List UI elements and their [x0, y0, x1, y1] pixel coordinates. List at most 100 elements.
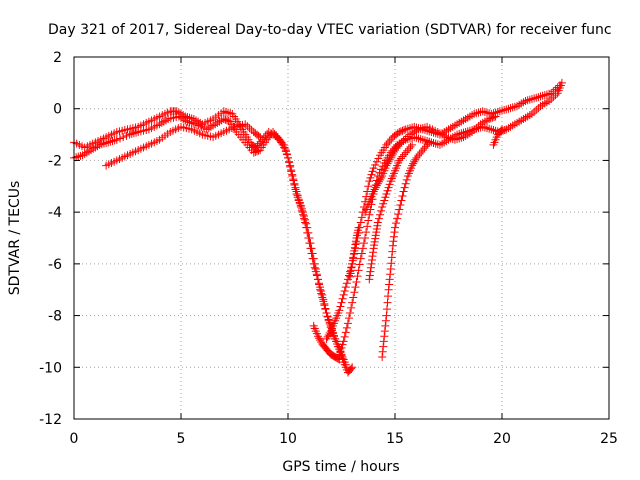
series-track-i: [309, 321, 344, 364]
data-point: [382, 305, 391, 314]
data-point: [455, 118, 464, 127]
data-point: [370, 241, 379, 250]
data-point: [189, 119, 198, 128]
data-point: [367, 255, 376, 264]
data-point: [381, 193, 390, 202]
data-point: [425, 138, 434, 147]
data-point: [418, 146, 427, 155]
data-point: [416, 135, 425, 144]
data-point: [319, 297, 328, 306]
data-point: [317, 289, 326, 298]
data-point: [215, 117, 224, 126]
y-tick-label: -2: [48, 153, 62, 169]
data-point: [301, 215, 310, 224]
data-point: [362, 228, 371, 237]
series-track-h: [365, 140, 417, 284]
data-point: [410, 157, 419, 166]
data-point: [322, 308, 331, 317]
data-point: [465, 112, 474, 121]
data-point: [388, 241, 397, 250]
x-tick-label: 25: [600, 431, 618, 447]
data-point: [354, 223, 363, 232]
data-point: [280, 144, 289, 153]
data-point: [409, 159, 418, 168]
data-point: [519, 98, 528, 107]
y-tick-label: -12: [39, 412, 62, 428]
data-point: [438, 130, 447, 139]
data-point: [403, 124, 412, 133]
data-point: [327, 351, 336, 360]
data-point: [395, 140, 404, 149]
data-point: [383, 186, 392, 195]
y-tick-label: 0: [53, 102, 62, 118]
data-point: [328, 351, 337, 360]
data-point: [384, 292, 393, 301]
data-point: [382, 190, 391, 199]
data-point: [385, 137, 394, 146]
data-point: [119, 133, 128, 142]
data-point: [269, 127, 278, 136]
data-point: [336, 302, 345, 311]
data-point: [395, 127, 404, 136]
series-track-b: [70, 112, 350, 369]
data-point: [478, 107, 487, 116]
data-point: [76, 151, 85, 160]
data-point: [483, 116, 492, 125]
data-point: [433, 140, 442, 149]
data-point: [412, 153, 421, 162]
data-point: [342, 323, 351, 332]
data-point: [341, 360, 350, 369]
data-point: [444, 125, 453, 134]
data-point: [352, 277, 361, 286]
data-point: [390, 228, 399, 237]
data-point: [157, 118, 166, 127]
data-point: [461, 131, 470, 140]
data-point: [391, 146, 399, 155]
data-point: [336, 347, 345, 356]
data-point: [356, 218, 365, 227]
data-point: [292, 187, 301, 196]
data-point: [108, 137, 117, 146]
data-point: [351, 237, 360, 246]
data-point: [461, 115, 470, 124]
data-point: [287, 166, 296, 175]
data-point: [354, 266, 363, 275]
data-point: [159, 117, 168, 126]
data-point: [310, 259, 319, 268]
series-track-d: [322, 81, 564, 343]
data-point: [245, 124, 254, 133]
data-point: [318, 293, 327, 302]
data-point: [523, 96, 532, 105]
data-point: [388, 149, 397, 158]
data-point: [129, 129, 138, 138]
data-point: [542, 90, 551, 99]
data-point: [324, 330, 333, 339]
x-tick-label: 10: [279, 431, 297, 447]
data-point: [385, 280, 394, 289]
data-point: [527, 95, 536, 104]
data-point: [338, 340, 347, 349]
data-point: [99, 139, 108, 148]
data-point: [385, 180, 394, 189]
data-point: [323, 312, 332, 321]
data-point: [412, 126, 421, 135]
data-point: [378, 352, 387, 361]
data-point: [298, 208, 307, 217]
data-point: [508, 103, 517, 112]
data-point: [289, 175, 298, 184]
data-point: [386, 270, 395, 279]
data-point: [493, 107, 502, 116]
data-point: [383, 298, 392, 307]
data-point: [366, 267, 375, 276]
data-point: [530, 94, 539, 103]
data-point: [285, 157, 294, 166]
data-point: [385, 155, 394, 164]
data-point: [387, 259, 396, 268]
data-point: [211, 120, 220, 129]
data-point: [425, 127, 434, 136]
data-point: [341, 328, 350, 337]
data-point: [414, 134, 423, 143]
data-point: [534, 104, 543, 113]
data-point: [87, 146, 96, 155]
data-point: [291, 183, 300, 192]
